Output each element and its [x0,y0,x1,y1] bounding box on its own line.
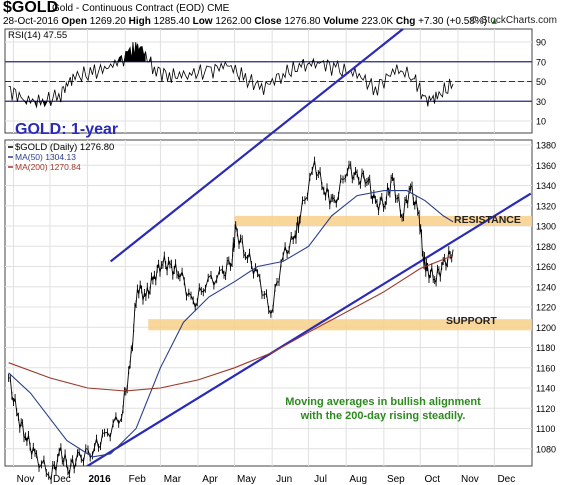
rsi-tick-label: 70 [536,57,546,67]
price-tick-label: 1360 [536,161,556,171]
price-tick-label: 1200 [536,323,556,333]
price-tick-label: 1100 [536,424,555,434]
rsi-tick-label: 50 [536,77,546,87]
channel-upper-line [109,140,266,263]
symbol-title: $GOLD [3,0,59,16]
x-tick-label: Apr [202,474,218,485]
price-tick-label: 1220 [536,303,556,313]
quote-line: 28-Oct-2016 Open 1269.20 High 1285.40 Lo… [3,16,499,27]
brand-watermark: © StockCharts.com [470,15,557,26]
x-tick-label: Dec [53,474,71,485]
legend-label: MA(200) 1270.84 [15,162,81,172]
chart-title: GOLD: 1-year [15,121,118,138]
volume-label: Volume [323,16,359,27]
ma50-line [8,190,454,458]
x-tick-label: Aug [349,474,367,485]
rsi-tick-label: 90 [536,38,546,48]
instrument-name: Gold - Continuous Contract (EOD) CME [52,3,229,14]
channel-group [85,140,532,466]
price-tick-label: 1140 [536,384,555,394]
chg-value: +7.30 (+0.58%) [418,16,488,27]
price-tick-label: 1280 [536,242,556,252]
open-value: 1269.20 [89,16,126,27]
band-resistance [234,215,532,226]
x-tick-label: Dec [497,474,515,485]
chg-label: Chg [395,16,416,27]
close-value: 1276.80 [284,16,321,27]
exchange-label: CME [207,3,230,14]
price-panel: 1080 1100 1120 1140 1160 1180 1200 1220 1240 1260… [4,121,556,485]
channel-lower-line [85,192,532,466]
price-tick-label: 1120 [536,404,555,414]
price-panel-frame [4,139,533,467]
low-label: Low [192,16,213,27]
price-tick-label: 1180 [536,343,555,353]
x-tick-label: May [237,474,256,485]
x-tick-label: Jun [276,474,292,485]
x-tick-label: Nov [461,474,479,485]
band-label-resistance: RESISTANCE [454,214,521,226]
rsi-overbought-fill [112,42,338,62]
instrument-description: Gold - Continuous Contract (EOD) [52,3,205,14]
x-tick-label: Mar [164,474,182,485]
x-tick-label: Jul [314,474,327,485]
close-label: Close [254,16,282,27]
rsi-tick-label: 10 [536,117,546,127]
rsi-panel: 10 30 50 70 90 RSI(14) 47.55 [4,28,546,141]
low-value: 1262.00 [215,16,252,27]
price-tick-label: 1300 [536,222,556,232]
price-tick-label: 1260 [536,262,556,272]
annotation-line: with the 200-day rising steadily. [300,410,466,422]
chg-up-arrow-icon: ▲ [489,16,499,26]
quote-date: 28-Oct-2016 [3,16,59,27]
x-tick-label: Feb [129,474,147,485]
price-tick-label: 1240 [536,282,556,292]
price-tick-label: 1080 [536,444,556,454]
open-label: Open [61,16,87,27]
legend-label: $GOLD (Daily) 1276.80 [15,142,114,153]
price-tick-label: 1320 [536,201,556,211]
volume-value: 223.0K [361,16,394,27]
price-tick-label: 1340 [536,181,556,191]
annotation-line: Moving averages in bullish alignment [285,396,481,408]
band-support [148,319,533,331]
high-label: High [128,16,151,27]
rsi-legend-label: RSI(14) 47.55 [8,30,67,41]
rsi-tick-label: 30 [536,97,546,107]
x-tick-label: 2016 [88,474,111,485]
rsi-line [8,42,454,109]
x-tick-label: Sep [387,474,405,485]
channel-upper-extension-line [262,28,404,141]
legend-label: MA(50) 1304.13 [15,152,76,162]
band-label-support: SUPPORT [446,315,497,327]
high-value: 1285.40 [153,16,190,27]
x-tick-label: Oct [425,474,441,485]
x-tick-label: Nov [17,474,35,485]
price-series-line [8,156,454,484]
price-tick-label: 1160 [536,363,555,373]
ma200-line [8,254,454,392]
price-tick-label: 1380 [536,141,556,151]
